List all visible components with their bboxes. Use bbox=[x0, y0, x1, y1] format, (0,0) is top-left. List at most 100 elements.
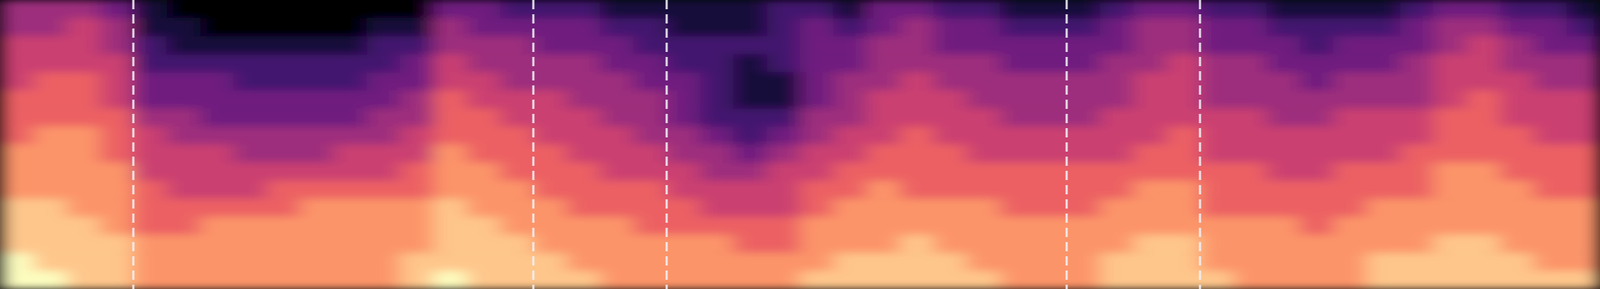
cell bbox=[533, 0, 567, 19]
cell bbox=[1533, 181, 1568, 200]
cell bbox=[933, 217, 967, 237]
cell bbox=[99, 217, 134, 237]
cell bbox=[1233, 17, 1268, 37]
cell bbox=[766, 0, 800, 19]
cell bbox=[733, 198, 768, 218]
cell bbox=[200, 17, 234, 37]
cell bbox=[666, 54, 701, 73]
cell bbox=[467, 217, 501, 237]
cell bbox=[0, 126, 34, 146]
cell bbox=[1299, 271, 1334, 289]
cell bbox=[1166, 181, 1200, 200]
cell bbox=[266, 0, 301, 19]
cell bbox=[67, 36, 101, 55]
cell bbox=[200, 54, 234, 73]
cell bbox=[499, 0, 534, 19]
cell bbox=[499, 108, 534, 127]
cell bbox=[600, 17, 634, 37]
cell bbox=[433, 90, 468, 110]
cell bbox=[666, 271, 701, 289]
cell bbox=[800, 0, 834, 19]
cell bbox=[833, 126, 868, 146]
cell bbox=[133, 144, 167, 164]
cell bbox=[99, 108, 134, 127]
cell bbox=[833, 36, 868, 55]
cell bbox=[566, 271, 601, 289]
cell bbox=[233, 72, 267, 92]
cell bbox=[1233, 144, 1268, 164]
cell bbox=[733, 271, 768, 289]
cell bbox=[366, 198, 400, 218]
cell bbox=[1333, 235, 1367, 254]
cell bbox=[1000, 17, 1034, 37]
cell bbox=[933, 181, 967, 200]
cell bbox=[1066, 144, 1101, 164]
cell bbox=[1166, 90, 1200, 110]
cell bbox=[233, 162, 267, 182]
cell bbox=[1133, 144, 1168, 164]
cell bbox=[1533, 271, 1568, 289]
cell bbox=[1100, 17, 1134, 37]
cell bbox=[1133, 217, 1168, 237]
cell bbox=[33, 126, 68, 146]
cell bbox=[733, 36, 768, 55]
cell bbox=[899, 144, 934, 164]
cell bbox=[1033, 36, 1067, 55]
cell bbox=[1100, 271, 1134, 289]
cell bbox=[566, 253, 601, 272]
cell bbox=[733, 144, 768, 164]
cell bbox=[700, 181, 734, 200]
cell bbox=[366, 126, 400, 146]
cell bbox=[467, 235, 501, 254]
cell bbox=[67, 271, 101, 289]
cell bbox=[1133, 0, 1168, 19]
cell bbox=[467, 181, 501, 200]
cell bbox=[700, 0, 734, 19]
cell bbox=[1400, 271, 1434, 289]
cell bbox=[1133, 235, 1168, 254]
cell bbox=[800, 17, 834, 37]
cell bbox=[1133, 253, 1168, 272]
cell bbox=[1333, 54, 1367, 73]
cell bbox=[600, 144, 634, 164]
cell bbox=[266, 72, 301, 92]
cell bbox=[400, 36, 434, 55]
cell bbox=[1333, 36, 1367, 55]
cell bbox=[1133, 36, 1168, 55]
cell bbox=[1267, 36, 1301, 55]
cell bbox=[1200, 144, 1234, 164]
cell bbox=[1366, 144, 1401, 164]
cell bbox=[233, 108, 267, 127]
cell bbox=[1033, 253, 1067, 272]
cell bbox=[266, 90, 301, 110]
cell bbox=[1566, 253, 1600, 272]
cell bbox=[133, 72, 167, 92]
cell bbox=[1500, 17, 1534, 37]
cell bbox=[67, 198, 101, 218]
cell bbox=[300, 253, 334, 272]
cell bbox=[899, 36, 934, 55]
cell bbox=[1299, 198, 1334, 218]
cell bbox=[99, 181, 134, 200]
cell bbox=[1500, 217, 1534, 237]
cell bbox=[499, 217, 534, 237]
cell bbox=[1000, 36, 1034, 55]
cell bbox=[1366, 253, 1401, 272]
cell bbox=[533, 90, 567, 110]
cell bbox=[800, 90, 834, 110]
cell bbox=[366, 162, 400, 182]
cell bbox=[1267, 198, 1301, 218]
cell bbox=[1100, 54, 1134, 73]
spectrogram bbox=[0, 0, 1600, 289]
cell bbox=[366, 90, 400, 110]
cell bbox=[433, 271, 468, 289]
cell bbox=[1066, 235, 1101, 254]
cell bbox=[1233, 72, 1268, 92]
cell bbox=[366, 54, 400, 73]
cell bbox=[200, 0, 234, 19]
cell bbox=[467, 0, 501, 19]
cell bbox=[733, 253, 768, 272]
cell bbox=[233, 235, 267, 254]
cell bbox=[1333, 217, 1367, 237]
cell bbox=[1066, 108, 1101, 127]
